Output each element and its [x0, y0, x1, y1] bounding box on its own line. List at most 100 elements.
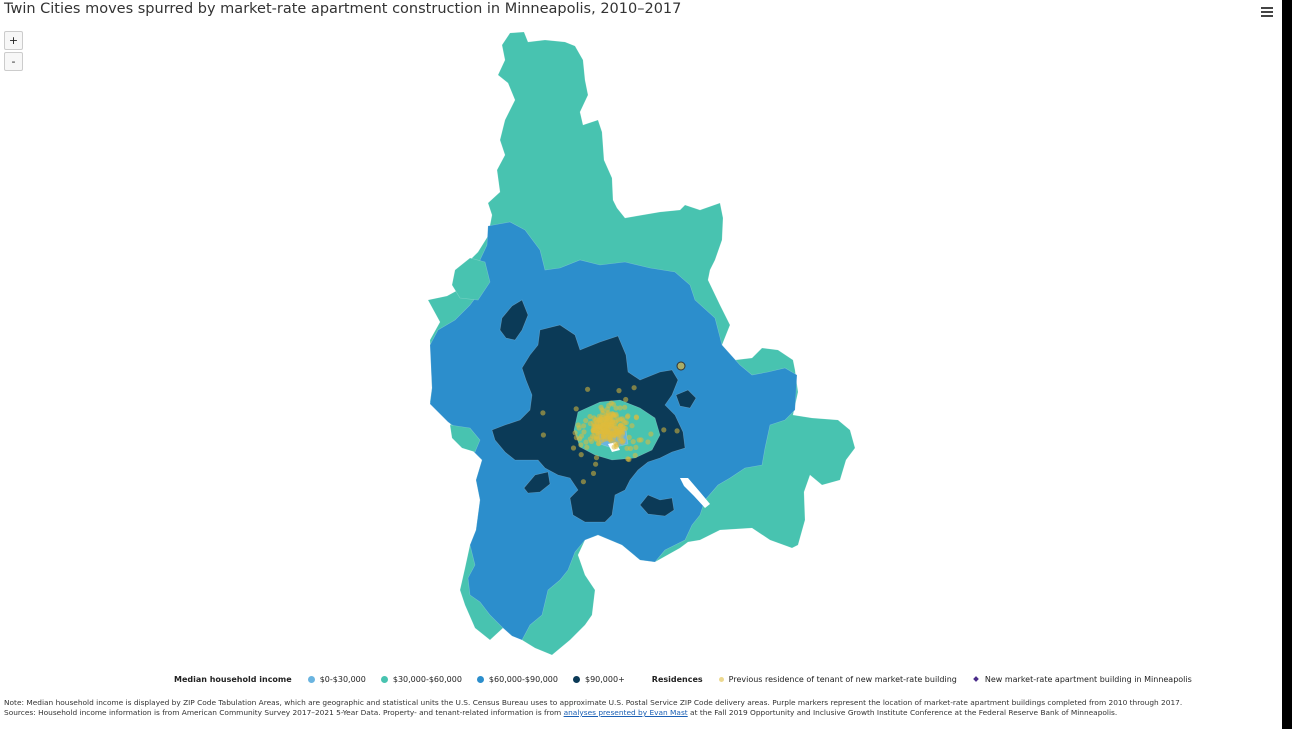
legend-item-90-plus[interactable]: $90,000+ [572, 675, 625, 684]
region-90-southeast[interactable] [639, 494, 675, 517]
window-edge [1282, 0, 1292, 729]
residence-marker[interactable] [638, 437, 644, 443]
legend-item-building[interactable]: New market-rate apartment building in Mi… [972, 675, 1192, 684]
residence-marker[interactable] [617, 416, 623, 422]
legend-swatch [380, 675, 388, 683]
residence-marker[interactable] [622, 404, 628, 410]
residence-marker[interactable] [661, 427, 667, 433]
zoom-controls: + - [4, 31, 23, 73]
residence-marker[interactable] [597, 435, 603, 441]
residence-marker[interactable] [627, 445, 634, 452]
legend-label: $30,000-$60,000 [392, 674, 462, 684]
residence-marker[interactable] [630, 439, 636, 445]
residence-marker[interactable] [578, 442, 584, 448]
residence-marker[interactable] [626, 434, 632, 440]
legend-income-title: Median household income [174, 674, 292, 684]
residence-marker[interactable] [593, 455, 600, 461]
zoom-out-button[interactable]: - [4, 52, 23, 71]
residence-marker[interactable] [616, 388, 622, 394]
legend-item-residence[interactable]: Previous residence of tenant of new mark… [718, 675, 957, 684]
residence-marker[interactable] [604, 415, 610, 421]
residence-marker[interactable] [591, 434, 597, 440]
residence-marker[interactable] [593, 461, 599, 467]
residence-marker[interactable] [578, 433, 585, 439]
residence-marker[interactable] [633, 444, 639, 450]
legend-label: $60,000-$90,000 [488, 674, 558, 684]
map-notes: Note: Median household income is display… [4, 698, 1182, 718]
region-90-east[interactable] [675, 389, 697, 409]
residence-marker[interactable] [581, 429, 587, 435]
residence-marker[interactable] [596, 440, 602, 446]
residence-marker[interactable] [540, 432, 547, 438]
residence-marker[interactable] [617, 405, 623, 411]
residence-marker[interactable] [595, 417, 602, 423]
residence-marker[interactable] [613, 443, 619, 449]
residence-marker[interactable] [615, 432, 622, 438]
legend-label: $0-$30,000 [319, 674, 366, 684]
residence-marker[interactable] [613, 405, 619, 411]
residence-marker[interactable] [629, 423, 635, 429]
legend-item-60-90[interactable]: $60,000-$90,000 [476, 674, 558, 684]
residence-marker[interactable] [583, 418, 589, 424]
residence-marker[interactable] [570, 445, 577, 451]
residence-marker[interactable] [540, 410, 546, 416]
residence-marker[interactable] [590, 470, 597, 476]
residence-marker[interactable] [608, 400, 614, 406]
residence-marker[interactable] [631, 385, 637, 391]
residence-marker[interactable] [617, 422, 624, 428]
residence-marker[interactable] [590, 427, 596, 434]
zoom-in-button[interactable]: + [4, 31, 23, 50]
legend-item-0-30[interactable]: $0-$30,000 [307, 674, 366, 684]
residence-marker[interactable] [594, 421, 600, 427]
choropleth-map[interactable] [0, 0, 1282, 668]
residence-marker[interactable] [584, 444, 590, 450]
residence-marker[interactable] [633, 414, 640, 420]
residence-marker[interactable] [632, 452, 638, 458]
region-90-southwest[interactable] [523, 471, 551, 494]
evan-mast-link[interactable]: analyses presented by Evan Mast [563, 708, 688, 717]
sources-text-post: at the Fall 2019 Opportunity and Inclusi… [687, 708, 1118, 717]
legend-label: New market-rate apartment building in Mi… [984, 674, 1192, 684]
residence-marker[interactable] [598, 425, 604, 431]
region-90-northwest[interactable] [499, 299, 529, 341]
legend-swatch [307, 675, 315, 683]
residence-marker[interactable] [607, 434, 614, 440]
residence-marker[interactable] [626, 456, 632, 463]
residence-marker[interactable] [591, 415, 597, 421]
residence-marker[interactable] [578, 452, 584, 458]
legend-swatch [476, 675, 484, 683]
residence-marker[interactable] [588, 438, 595, 444]
residence-marker[interactable] [603, 428, 609, 434]
residence-marker[interactable] [573, 406, 579, 412]
residence-marker[interactable] [611, 432, 617, 438]
hamburger-menu-icon[interactable] [1261, 7, 1273, 19]
residence-marker[interactable] [573, 435, 580, 441]
residence-marker[interactable] [587, 420, 594, 427]
residence-marker[interactable] [585, 386, 591, 392]
region-30-60-nw[interactable] [451, 257, 491, 301]
residence-marker-highlighted[interactable] [676, 361, 686, 371]
legend-item-30-60[interactable]: $30,000-$60,000 [380, 674, 462, 684]
residence-marker[interactable] [625, 413, 631, 419]
residence-marker[interactable] [576, 425, 582, 431]
residence-marker[interactable] [606, 421, 612, 427]
residence-marker[interactable] [648, 431, 654, 437]
lake-water [680, 478, 710, 508]
residence-marker[interactable] [580, 479, 587, 485]
residence-markers [540, 361, 686, 485]
residence-marker[interactable] [674, 428, 680, 434]
residence-marker[interactable] [583, 439, 589, 445]
residence-marker[interactable] [618, 438, 624, 444]
residence-marker[interactable] [611, 427, 617, 433]
legend-building-marker [973, 676, 979, 682]
residence-marker[interactable] [598, 404, 604, 410]
residence-marker[interactable] [645, 439, 651, 445]
residence-marker[interactable] [581, 423, 587, 429]
legend-residence-marker [718, 676, 724, 682]
residence-marker[interactable] [623, 396, 629, 403]
residence-marker[interactable] [622, 420, 628, 426]
residence-marker[interactable] [610, 412, 616, 418]
residence-marker[interactable] [605, 411, 611, 417]
region-30-60-sw[interactable] [449, 424, 481, 453]
residence-marker[interactable] [572, 430, 578, 436]
